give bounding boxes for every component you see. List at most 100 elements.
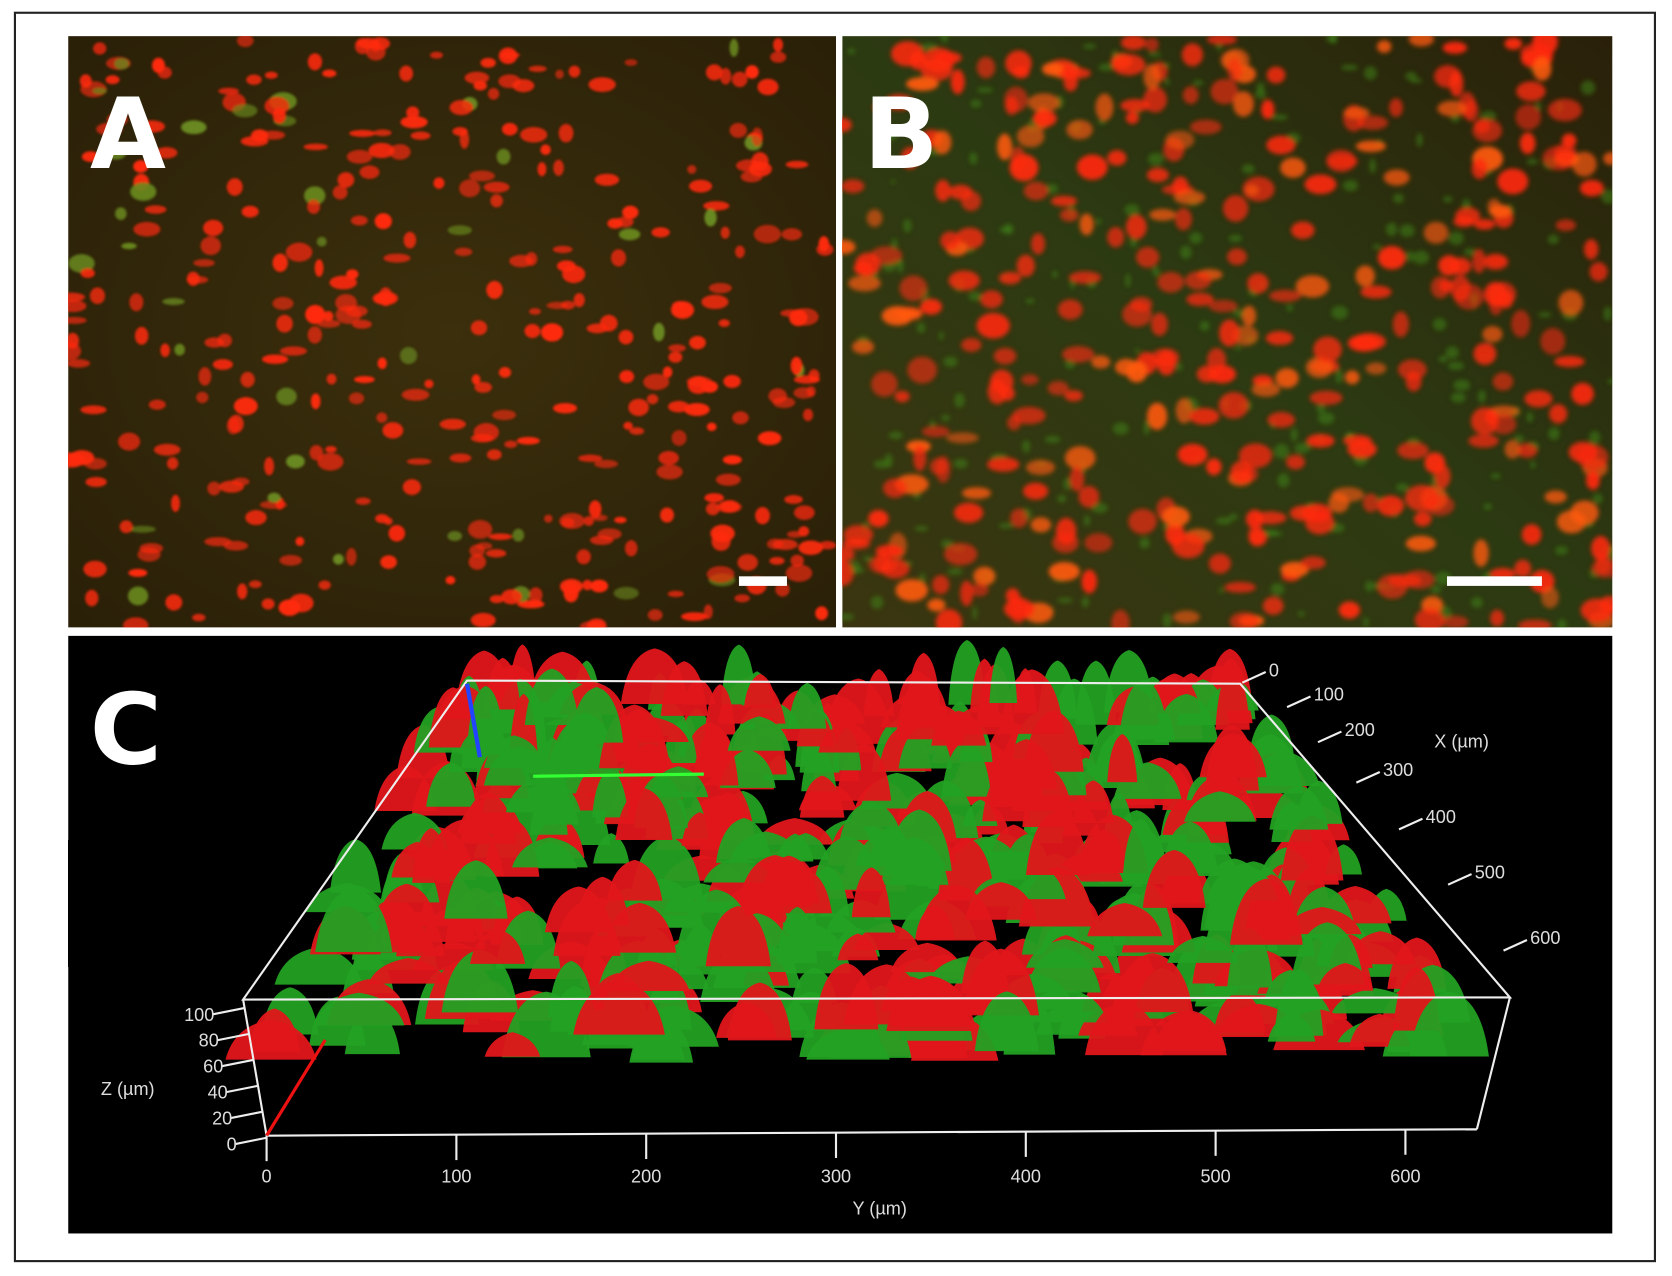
cell bbox=[498, 367, 512, 378]
cell bbox=[1096, 217, 1102, 226]
cell bbox=[459, 179, 481, 198]
cell bbox=[1023, 181, 1049, 201]
cell bbox=[935, 179, 951, 202]
cell bbox=[1245, 184, 1259, 196]
cell bbox=[622, 205, 639, 219]
cluster bbox=[721, 644, 757, 705]
cell bbox=[157, 66, 172, 79]
cell bbox=[933, 51, 962, 64]
cell bbox=[400, 116, 428, 129]
cell bbox=[1355, 265, 1375, 287]
cell bbox=[295, 536, 305, 547]
cell bbox=[890, 41, 925, 67]
cluster bbox=[1167, 935, 1239, 963]
cell bbox=[1095, 93, 1114, 121]
tick-label: 600 bbox=[1530, 928, 1560, 948]
cell bbox=[997, 133, 1013, 161]
cell bbox=[1571, 382, 1594, 405]
cell bbox=[662, 366, 673, 378]
cell bbox=[1230, 460, 1253, 484]
cell bbox=[1147, 52, 1162, 57]
cell bbox=[1030, 233, 1046, 255]
cell bbox=[560, 300, 575, 310]
cell bbox=[489, 594, 504, 604]
cell bbox=[1218, 587, 1224, 594]
cell bbox=[68, 254, 95, 273]
cell bbox=[960, 580, 974, 607]
cell bbox=[504, 440, 518, 448]
cell bbox=[618, 329, 634, 345]
cell bbox=[1511, 309, 1531, 338]
cell bbox=[880, 558, 910, 579]
cell bbox=[1347, 334, 1380, 352]
cell bbox=[1061, 346, 1095, 363]
cell bbox=[1199, 320, 1210, 331]
tick-mark bbox=[211, 1006, 245, 1016]
cluster bbox=[818, 721, 877, 753]
cell bbox=[607, 218, 623, 229]
cell bbox=[734, 594, 750, 603]
cell bbox=[382, 422, 404, 439]
cell bbox=[1157, 271, 1185, 293]
cell bbox=[941, 414, 951, 422]
cell bbox=[483, 181, 510, 193]
cell bbox=[377, 357, 387, 370]
cell bbox=[1405, 535, 1436, 552]
cell bbox=[485, 549, 507, 558]
cell bbox=[870, 595, 884, 609]
cell bbox=[1041, 62, 1063, 76]
cell bbox=[402, 479, 422, 496]
tick-label: 60 bbox=[203, 1057, 223, 1077]
cell bbox=[1592, 493, 1603, 504]
cell bbox=[1290, 221, 1315, 239]
cell bbox=[729, 38, 739, 57]
cell bbox=[81, 151, 100, 163]
cell bbox=[524, 324, 541, 339]
cell bbox=[611, 249, 627, 267]
cell bbox=[1490, 473, 1501, 479]
cell bbox=[139, 120, 165, 133]
cell bbox=[999, 226, 1012, 233]
cell bbox=[148, 399, 166, 410]
cluster bbox=[248, 1008, 301, 1052]
cell bbox=[1331, 305, 1348, 320]
cell bbox=[1554, 355, 1585, 368]
tick-label: 100 bbox=[441, 1166, 471, 1186]
cell bbox=[927, 598, 946, 612]
cluster bbox=[907, 652, 940, 705]
tick-label: 600 bbox=[1390, 1166, 1420, 1186]
cell bbox=[1255, 89, 1267, 99]
cell bbox=[723, 374, 741, 388]
cell bbox=[1032, 109, 1057, 127]
axis-label: X (µm) bbox=[1434, 732, 1489, 752]
cell bbox=[236, 36, 254, 48]
cell bbox=[1145, 37, 1159, 52]
cell bbox=[1492, 372, 1514, 391]
cell bbox=[1517, 619, 1552, 628]
cell bbox=[115, 207, 127, 220]
cell bbox=[976, 87, 994, 93]
cell bbox=[1045, 183, 1059, 194]
cell bbox=[737, 554, 758, 571]
cell bbox=[326, 373, 337, 385]
cell bbox=[410, 131, 431, 140]
cell bbox=[1004, 86, 1028, 113]
cell bbox=[1063, 477, 1072, 491]
cell bbox=[1406, 250, 1414, 262]
cell bbox=[753, 224, 782, 244]
cell bbox=[1229, 612, 1259, 628]
cell bbox=[1010, 508, 1028, 528]
cell bbox=[1397, 359, 1427, 380]
cell bbox=[703, 201, 730, 211]
cell bbox=[1022, 482, 1049, 500]
cell bbox=[1208, 553, 1231, 574]
cell bbox=[1206, 458, 1222, 476]
cell bbox=[1473, 539, 1489, 567]
cluster bbox=[511, 837, 588, 868]
cluster bbox=[593, 833, 630, 864]
biofilm-3d bbox=[225, 639, 1489, 1063]
cell bbox=[1265, 331, 1294, 346]
cell bbox=[1030, 517, 1052, 533]
cell bbox=[715, 473, 741, 486]
cluster bbox=[1345, 931, 1416, 965]
